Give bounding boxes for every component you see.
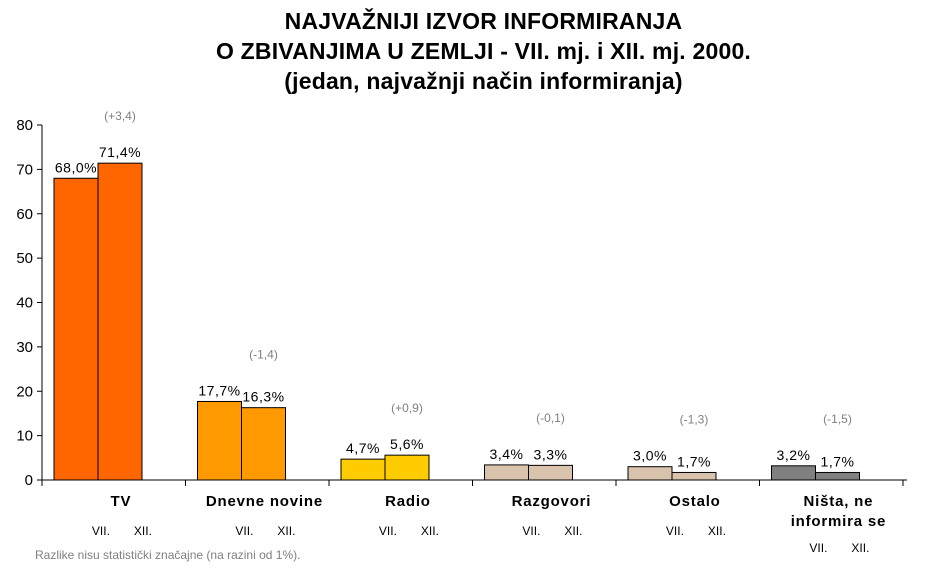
- y-tick-label: 70: [16, 161, 33, 178]
- series-label-vii: VII.: [379, 524, 397, 538]
- bar-xii: [528, 464, 573, 481]
- bar-xii: [241, 407, 286, 481]
- bar-xii: [815, 471, 860, 481]
- y-tick-label: 0: [25, 472, 33, 489]
- category-label: Ostalo: [669, 493, 720, 510]
- y-tick-label: 50: [16, 250, 33, 267]
- difference-label: (+0,9): [391, 401, 423, 415]
- bar-xii: [671, 471, 717, 481]
- series-label-vii: VII.: [92, 524, 110, 538]
- bar-vii: [484, 464, 529, 481]
- y-tick-label: 10: [16, 428, 33, 445]
- series-label-xii: XII.: [708, 524, 726, 538]
- bar-value-label: 1,7%: [821, 453, 855, 469]
- series-label-xii: XII.: [421, 524, 439, 538]
- chart-title-line-1: NAJVAŽNIJI IZVOR INFORMIRANJA: [284, 8, 683, 34]
- series-label-vii: VII.: [522, 524, 540, 538]
- series-label-xii: XII.: [134, 524, 152, 538]
- difference-label: (-1,5): [823, 412, 852, 426]
- series-label-xii: XII.: [851, 541, 869, 555]
- series-label-xii: XII.: [277, 524, 295, 538]
- bar-value-label: 71,4%: [99, 144, 141, 160]
- difference-label: (+3,4): [104, 109, 136, 123]
- series-label-vii: VII.: [809, 541, 827, 555]
- bar-value-label: 68,0%: [55, 159, 97, 175]
- y-tick-label: 20: [16, 383, 33, 400]
- bar-value-label: 5,6%: [390, 436, 424, 452]
- chart-title-line-3: (jedan, najvažnji način informiranja): [284, 68, 683, 94]
- bar-value-label: 3,0%: [633, 448, 667, 464]
- footnote: Razlike nisu statistički značajne (na ra…: [35, 548, 301, 562]
- bar-value-label: 4,7%: [346, 440, 380, 456]
- category-label: Radio: [385, 493, 431, 510]
- bar-vii: [771, 465, 816, 481]
- bar-value-label: 3,2%: [777, 447, 811, 463]
- y-tick-label: 30: [16, 339, 33, 356]
- bar-vii: [53, 177, 99, 481]
- y-tick-label: 80: [16, 117, 33, 134]
- category-label: informira se: [791, 513, 886, 530]
- series-label-vii: VII.: [666, 524, 684, 538]
- bar-vii: [197, 400, 242, 481]
- category-label: Dnevne novine: [206, 493, 323, 510]
- bar-value-label: 3,3%: [534, 446, 568, 462]
- bar-xii: [97, 162, 143, 481]
- difference-label: (-1,4): [249, 347, 278, 361]
- category-label: Ništa, ne: [804, 493, 874, 510]
- series-label-vii: VII.: [235, 524, 253, 538]
- chart-title: NAJVAŽNIJI IZVOR INFORMIRANJA O ZBIVANJI…: [0, 6, 927, 96]
- series-label-xii: XII.: [564, 524, 582, 538]
- bar-value-label: 1,7%: [677, 453, 711, 469]
- bar-xii: [384, 454, 430, 481]
- bar-vii: [340, 458, 386, 481]
- y-tick-label: 40: [16, 295, 33, 312]
- category-label: Razgovori: [512, 493, 592, 510]
- bar-value-label: 17,7%: [198, 382, 240, 398]
- difference-label: (-0,1): [536, 411, 565, 425]
- bar-vii: [627, 466, 673, 481]
- y-tick-label: 60: [16, 206, 33, 223]
- chart-title-line-2: O ZBIVANJIMA U ZEMLJI - VII. mj. i XII. …: [215, 38, 752, 64]
- bar-value-label: 3,4%: [490, 446, 524, 462]
- difference-label: (-1,3): [680, 413, 709, 427]
- bar-value-label: 16,3%: [242, 389, 284, 405]
- category-label: TV: [111, 493, 132, 510]
